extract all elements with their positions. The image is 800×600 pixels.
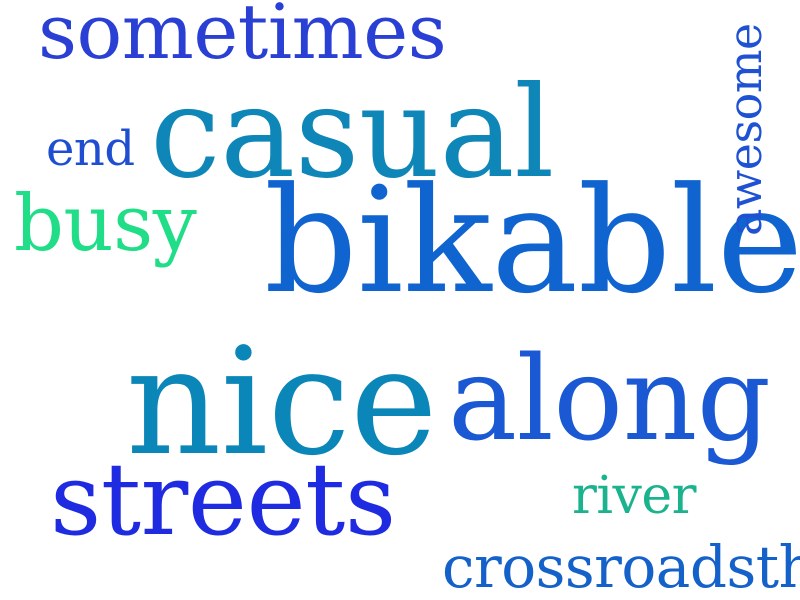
word-streets: streets (50, 441, 396, 558)
word-casual: casual (150, 59, 554, 206)
word-sometimes: sometimes (38, 0, 447, 76)
word-along: along (448, 332, 771, 467)
word-crossroadsthe: crossroadsthe (442, 533, 800, 600)
word-busy: busy (14, 179, 197, 269)
word-bikable: bikable (264, 156, 800, 326)
word-river: river (572, 466, 697, 526)
word-nice: nice (126, 316, 438, 488)
word-awesome: awesome (718, 23, 772, 236)
word-end: end (46, 121, 135, 177)
